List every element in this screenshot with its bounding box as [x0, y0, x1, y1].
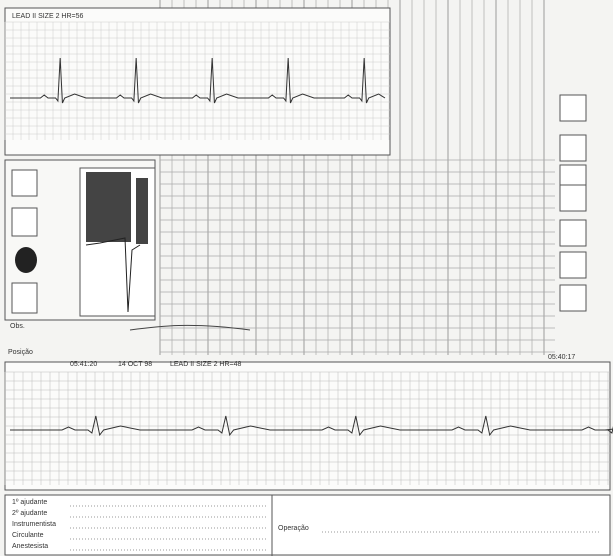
side-button[interactable] [560, 185, 586, 211]
side-button[interactable] [560, 135, 586, 161]
form-row-label: Anestesista [12, 543, 48, 550]
bp-block [136, 178, 148, 244]
bottom-time: 05:41:20 [70, 361, 97, 368]
panel-position: Posição [8, 349, 33, 356]
side-button[interactable] [560, 285, 586, 311]
record-sheet: LEAD II SIZE 2 HR=56 Obs. Posição 05:41:… [0, 0, 613, 556]
record-drawing: LEAD II SIZE 2 HR=56 Obs. Posição 05:41:… [0, 0, 613, 556]
bottom-time-right: 05:40:17 [548, 354, 575, 361]
panel-button[interactable] [12, 208, 37, 236]
top-strip-header: LEAD II SIZE 2 HR=56 [12, 13, 83, 20]
form-right-label: Operação [278, 525, 309, 532]
form-row-label: 1º ajudante [12, 499, 47, 506]
bp-block [86, 172, 131, 242]
panel-button[interactable] [12, 283, 37, 313]
bottom-date: 14 OCT 98 [118, 361, 152, 368]
panel-button[interactable] [12, 170, 37, 196]
heart-icon [15, 247, 37, 273]
bottom-lead: LEAD II SIZE 2 HR=48 [170, 361, 241, 368]
form-row-label: Circulante [12, 532, 44, 539]
side-button[interactable] [560, 252, 586, 278]
side-button[interactable] [560, 95, 586, 121]
form-row-label: Instrumentista [12, 521, 56, 528]
side-button[interactable] [560, 220, 586, 246]
form-row-label: 2º ajudante [12, 510, 47, 517]
panel-obs: Obs. [10, 323, 25, 330]
